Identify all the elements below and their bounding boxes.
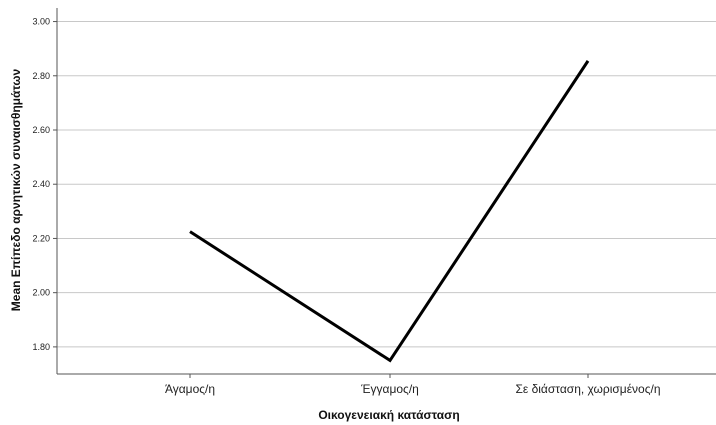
grid-layer (57, 21, 716, 348)
y-tick-label: 3.00 (32, 17, 50, 27)
y-axis-title: Mean Επίπεδο αρνητικών συναισθημάτων (9, 68, 23, 311)
y-tick-label: 2.00 (32, 288, 50, 298)
axis-layer (53, 8, 716, 378)
x-tick-label: Έγγαμος/η (360, 382, 419, 396)
label-layer: 1.80 2.00 2.20 2.40 2.60 2.80 3.00 Άγαμος/η Έγγα… (32, 17, 660, 396)
series-line (189, 60, 590, 363)
y-tick-label: 2.80 (32, 71, 50, 81)
x-tick-label: Σε διάσταση, χωρισμένος/η (515, 382, 660, 396)
y-tick-label: 1.80 (32, 342, 50, 352)
y-tick-label: 2.60 (32, 125, 50, 135)
y-tick-label: 2.40 (32, 179, 50, 189)
x-axis-title: Οικογενειακή κατάσταση (318, 408, 459, 422)
x-tick-label: Άγαμος/η (165, 382, 215, 396)
y-tick-label: 2.20 (32, 233, 50, 243)
series-layer (189, 60, 590, 363)
